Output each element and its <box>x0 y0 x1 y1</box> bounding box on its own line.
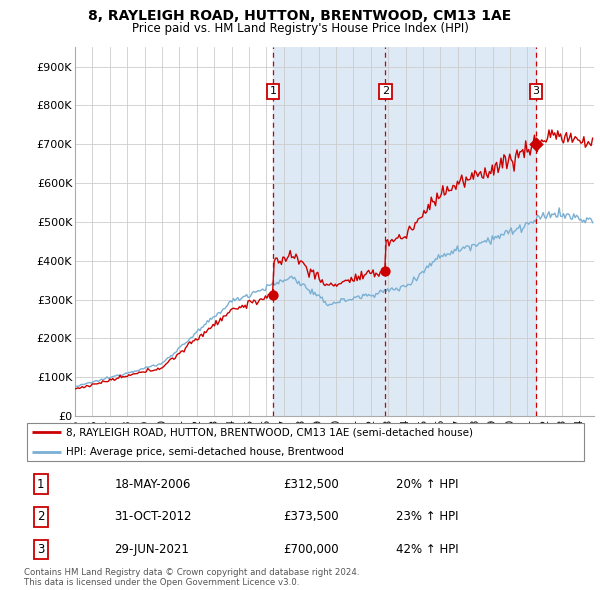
Point <box>531 139 541 149</box>
Text: Price paid vs. HM Land Registry's House Price Index (HPI): Price paid vs. HM Land Registry's House … <box>131 22 469 35</box>
Text: 1: 1 <box>37 478 44 491</box>
Text: £700,000: £700,000 <box>283 543 339 556</box>
Text: Contains HM Land Registry data © Crown copyright and database right 2024.
This d: Contains HM Land Registry data © Crown c… <box>24 568 359 587</box>
Text: 2: 2 <box>37 510 44 523</box>
FancyBboxPatch shape <box>27 423 584 461</box>
Text: HPI: Average price, semi-detached house, Brentwood: HPI: Average price, semi-detached house,… <box>66 447 344 457</box>
Bar <box>273 47 385 416</box>
Text: 31-OCT-2012: 31-OCT-2012 <box>114 510 192 523</box>
Text: £312,500: £312,500 <box>283 478 339 491</box>
Text: 29-JUN-2021: 29-JUN-2021 <box>114 543 189 556</box>
Bar <box>385 47 536 416</box>
Text: 20% ↑ HPI: 20% ↑ HPI <box>396 478 459 491</box>
Text: 23% ↑ HPI: 23% ↑ HPI <box>396 510 459 523</box>
Text: 18-MAY-2006: 18-MAY-2006 <box>114 478 191 491</box>
Text: 42% ↑ HPI: 42% ↑ HPI <box>396 543 459 556</box>
Text: 1: 1 <box>269 87 277 96</box>
Text: 8, RAYLEIGH ROAD, HUTTON, BRENTWOOD, CM13 1AE (semi-detached house): 8, RAYLEIGH ROAD, HUTTON, BRENTWOOD, CM1… <box>66 427 473 437</box>
Text: £373,500: £373,500 <box>283 510 339 523</box>
Text: 2: 2 <box>382 87 389 96</box>
Text: 3: 3 <box>532 87 539 96</box>
Text: 3: 3 <box>37 543 44 556</box>
Point <box>268 290 278 299</box>
Point <box>380 266 390 276</box>
Text: 8, RAYLEIGH ROAD, HUTTON, BRENTWOOD, CM13 1AE: 8, RAYLEIGH ROAD, HUTTON, BRENTWOOD, CM1… <box>88 9 512 23</box>
